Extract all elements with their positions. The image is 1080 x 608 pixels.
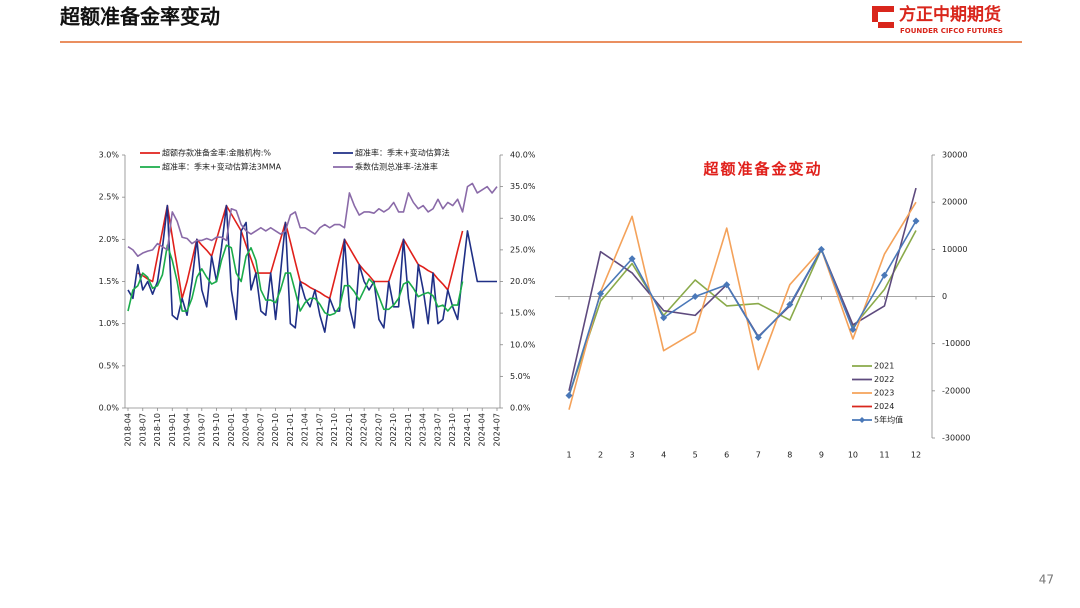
x-tick-label: 2020-10 <box>271 413 280 446</box>
x-tick-label: 2024-01 <box>463 413 472 446</box>
x-tick-label: 2019-07 <box>197 413 206 446</box>
point-marker <box>597 290 605 298</box>
x-tick-label: 2021-07 <box>315 413 324 446</box>
y-tick-label: 2.5% <box>99 193 120 202</box>
x-tick-label: 2019-01 <box>168 413 177 446</box>
legend-label: 乘数估测总准率-法准率 <box>355 162 438 172</box>
x-tick-label: 8 <box>787 451 792 460</box>
logo-subtitle: FOUNDER CIFCO FUTURES <box>900 27 1003 35</box>
point-marker <box>849 326 857 334</box>
y-tick-label: -30000 <box>942 434 970 443</box>
y-tick-label: 0.5% <box>99 361 120 370</box>
y-tick-label: 10000 <box>942 245 967 254</box>
x-tick-label: 2020-01 <box>227 413 236 446</box>
x-tick-label: 2021-10 <box>330 413 339 446</box>
x-tick-label: 2023-07 <box>433 413 442 446</box>
y-tick-label: -20000 <box>942 386 970 395</box>
y2-tick-label: 30.0% <box>510 214 536 223</box>
point-marker <box>880 271 888 279</box>
legend-label: 5年均值 <box>874 415 903 425</box>
legend-label: 超额存款准备金率:金融机构:% <box>162 148 271 158</box>
x-tick-label: 2020-07 <box>256 413 265 446</box>
point-marker <box>691 293 699 300</box>
x-tick-label: 2019-10 <box>212 413 221 446</box>
x-tick-label: 7 <box>756 451 761 460</box>
x-tick-label: 2023-01 <box>404 413 413 446</box>
logo-icon <box>872 6 894 28</box>
x-tick-label: 6 <box>724 451 729 460</box>
y-tick-label: 20000 <box>942 198 967 207</box>
y-tick-label: 3.0% <box>99 151 120 160</box>
y-tick-label: 1.0% <box>99 319 120 328</box>
slide-title: 超额准备金率变动 <box>59 5 220 29</box>
y2-tick-label: 0.0% <box>510 404 531 413</box>
legend-label: 2021 <box>874 362 894 371</box>
x-tick-label: 2019-04 <box>183 413 192 446</box>
y2-tick-label: 5.0% <box>510 372 531 381</box>
y2-tick-label: 25.0% <box>510 245 536 254</box>
x-tick-label: 2024-04 <box>478 413 487 446</box>
legend-label: 超准率：季末+变动估算法 <box>355 148 450 158</box>
y2-tick-label: 20.0% <box>510 277 536 286</box>
x-tick-label: 2 <box>598 451 603 460</box>
x-tick-label: 2023-10 <box>448 413 457 446</box>
legend-marker <box>859 417 865 423</box>
y2-tick-label: 10.0% <box>510 340 536 349</box>
chart-title: 超额准备金变动 <box>702 160 822 178</box>
x-tick-label: 2023-04 <box>419 413 428 446</box>
x-tick-label: 3 <box>630 451 635 460</box>
legend-label: 2023 <box>874 389 894 398</box>
legend-label: 2024 <box>874 402 894 411</box>
x-tick-label: 2021-01 <box>286 413 295 446</box>
y2-tick-label: 15.0% <box>510 309 536 318</box>
point-marker <box>723 281 731 289</box>
x-tick-label: 2024-07 <box>493 413 502 446</box>
point-marker <box>912 217 920 225</box>
x-tick-label: 2022-04 <box>360 413 369 446</box>
point-marker <box>628 255 636 263</box>
x-tick-label: 2018-07 <box>138 413 147 446</box>
point-marker <box>754 334 762 342</box>
y-tick-label: -10000 <box>942 339 970 348</box>
x-tick-label: 10 <box>848 451 858 460</box>
x-tick-label: 4 <box>661 451 666 460</box>
logo-name: 方正中期期货 <box>899 4 1001 25</box>
y-tick-label: 0 <box>942 292 947 301</box>
page-number: 47 <box>1039 573 1054 587</box>
series-line <box>127 182 498 257</box>
x-tick-label: 9 <box>819 451 824 460</box>
point-marker <box>565 392 573 400</box>
legend-label: 2022 <box>874 375 894 384</box>
x-tick-label: 2021-04 <box>301 413 310 446</box>
x-tick-label: 11 <box>879 451 889 460</box>
y-tick-label: 2.0% <box>99 235 120 244</box>
x-tick-label: 2022-07 <box>374 413 383 446</box>
y-tick-label: 30000 <box>942 151 967 160</box>
x-tick-label: 2018-10 <box>153 413 162 446</box>
point-marker <box>817 245 825 253</box>
y-tick-label: 1.5% <box>99 277 120 286</box>
x-tick-label: 1 <box>566 451 571 460</box>
x-tick-label: 2020-04 <box>242 413 251 446</box>
x-tick-label: 2022-10 <box>389 413 398 446</box>
y2-tick-label: 35.0% <box>510 182 536 191</box>
y2-tick-label: 40.0% <box>510 151 536 160</box>
series-line <box>127 244 464 317</box>
series-line <box>568 220 917 396</box>
series-line <box>568 201 917 410</box>
y-tick-label: 0.0% <box>99 404 120 413</box>
x-tick-label: 5 <box>693 451 698 460</box>
x-tick-label: 2022-01 <box>345 413 354 446</box>
x-tick-label: 12 <box>911 451 921 460</box>
legend-label: 超准率：季末+变动估算法3MMA <box>162 162 282 172</box>
point-marker <box>786 301 794 309</box>
x-tick-label: 2018-04 <box>124 413 133 446</box>
point-marker <box>660 314 668 322</box>
